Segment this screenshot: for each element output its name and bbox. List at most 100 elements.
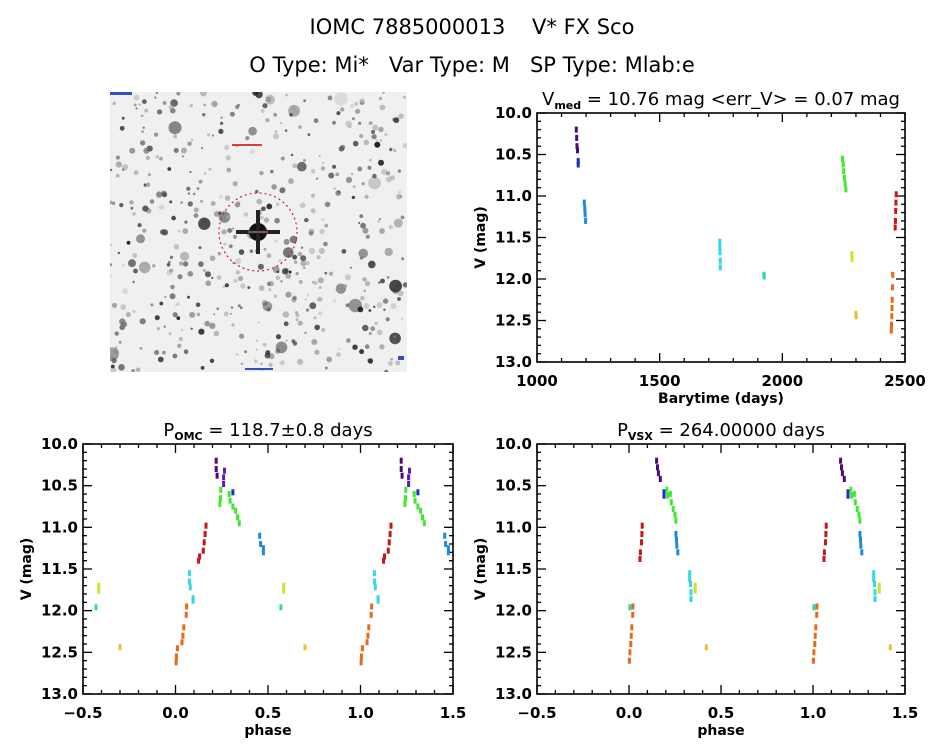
data-point xyxy=(367,624,371,631)
field-star xyxy=(196,187,200,190)
field-star xyxy=(368,121,373,125)
field-star xyxy=(235,258,242,264)
field-star xyxy=(156,327,161,331)
field-star xyxy=(139,346,143,350)
field-star xyxy=(292,295,297,300)
series-segment-6 xyxy=(840,155,848,193)
field-star xyxy=(275,202,280,207)
data-point xyxy=(215,472,219,479)
field-star xyxy=(309,302,317,310)
field-star xyxy=(389,279,402,293)
data-point xyxy=(223,467,226,474)
field-star xyxy=(385,171,391,176)
field-star xyxy=(283,321,289,327)
field-star xyxy=(276,334,281,340)
field-star xyxy=(132,309,136,314)
field-star xyxy=(303,99,307,103)
series-yellow-green xyxy=(282,582,286,594)
field-star xyxy=(198,179,203,184)
field-star xyxy=(213,330,220,337)
series-green-a-w xyxy=(403,486,408,507)
field-star xyxy=(285,93,288,97)
data-point xyxy=(631,611,635,618)
field-star xyxy=(161,190,167,197)
field-star xyxy=(382,298,389,304)
data-point xyxy=(843,180,847,187)
field-star xyxy=(319,228,325,235)
series-segment-5 xyxy=(762,271,766,280)
field-star xyxy=(110,364,115,369)
data-point xyxy=(373,584,377,591)
field-star xyxy=(193,213,199,218)
data-point xyxy=(693,582,697,589)
field-star xyxy=(126,240,131,245)
field-star xyxy=(313,118,319,124)
title-subscript: OMC xyxy=(174,430,202,443)
series-segment-10 xyxy=(889,271,895,334)
field-star xyxy=(312,340,316,345)
field-star xyxy=(213,313,216,316)
series-teal-w xyxy=(812,604,816,611)
field-star xyxy=(132,212,136,216)
data-point xyxy=(676,549,680,556)
field-star xyxy=(225,155,231,161)
field-star xyxy=(304,298,307,301)
field-star xyxy=(138,103,141,106)
field-star xyxy=(170,284,175,290)
x-tick-label: 1.5 xyxy=(892,704,919,722)
field-star xyxy=(162,350,166,355)
data-point xyxy=(187,570,191,577)
field-star xyxy=(255,189,259,194)
y-tick-label: 12.5 xyxy=(495,643,532,661)
scale-label xyxy=(245,368,273,370)
field-star xyxy=(352,185,356,189)
field-star xyxy=(402,143,407,149)
data-point xyxy=(279,604,283,611)
field-star xyxy=(150,303,154,307)
y-axis-label: V (mag) xyxy=(473,206,489,269)
data-point xyxy=(118,644,122,651)
series-yellow xyxy=(303,644,307,651)
field-star xyxy=(374,141,381,148)
field-star xyxy=(280,156,285,161)
data-point xyxy=(222,474,226,481)
field-star xyxy=(279,360,285,366)
data-point xyxy=(688,576,692,582)
data-point xyxy=(656,470,660,477)
field-star xyxy=(343,284,348,288)
field-star xyxy=(323,241,328,247)
series-red xyxy=(197,522,208,564)
field-star xyxy=(295,313,300,318)
field-star xyxy=(145,155,151,161)
field-star xyxy=(154,96,157,99)
field-star xyxy=(266,281,272,286)
data-point xyxy=(261,549,265,556)
data-point xyxy=(894,199,898,206)
field-star xyxy=(364,280,371,287)
field-star xyxy=(142,126,145,129)
data-point xyxy=(841,161,845,168)
data-point xyxy=(444,541,448,547)
x-tick-label: 1.0 xyxy=(800,704,827,722)
series-cyan-w xyxy=(372,570,380,604)
field-star xyxy=(230,306,234,309)
plot-title: POMC = 118.7±0.8 days xyxy=(163,420,372,443)
series-purple-b-w xyxy=(407,467,411,487)
field-star xyxy=(266,253,272,259)
data-point xyxy=(811,657,815,664)
data-point xyxy=(872,576,876,582)
field-star xyxy=(155,92,159,95)
x-tick-label: 2000 xyxy=(761,372,803,390)
title-rest: = 10.76 mag <err_V> = 0.07 mag xyxy=(581,89,900,110)
field-star xyxy=(261,300,268,306)
target-label xyxy=(232,144,262,146)
data-point xyxy=(762,273,766,280)
field-star xyxy=(239,333,245,339)
y-tick-label: 12.0 xyxy=(495,270,532,288)
data-point xyxy=(576,161,580,168)
field-star xyxy=(120,304,126,310)
series-teal xyxy=(279,604,283,611)
data-point xyxy=(890,305,894,311)
y-tick-label: 12.5 xyxy=(41,643,78,661)
field-star xyxy=(324,201,331,208)
